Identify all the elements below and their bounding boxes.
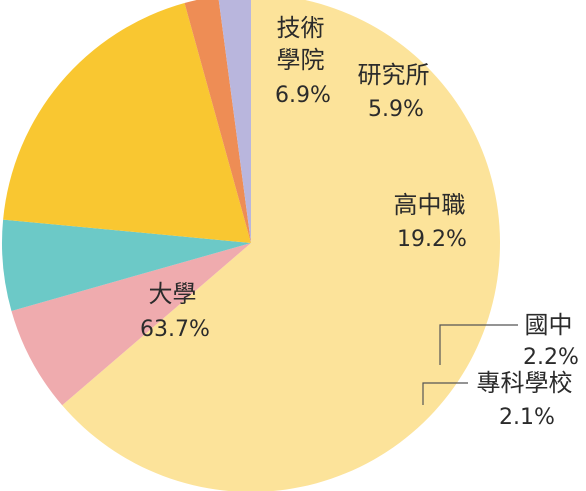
slice-label-junior-high: 國中 2.2% [523, 311, 579, 370]
slice-percent-university: 63.7% [140, 317, 210, 342]
pie-slice-university [62, 0, 500, 491]
slice-percent-graduate-school: 5.9% [368, 97, 424, 122]
pie-slice-junior-college [218, 0, 251, 243]
pie-slice-junior-high [184, 0, 251, 243]
pie-slice-graduate-school [2, 219, 251, 311]
slice-percent-tech-college: 6.9% [275, 83, 331, 108]
leader-line-junior-college [422, 382, 468, 405]
slice-label-tech-college: 技術 學院 6.9% [275, 14, 331, 108]
slice-name-graduate-school: 研究所 [357, 61, 429, 89]
slice-name-junior-college: 專科學校 [476, 369, 572, 397]
slice-name-high-school: 高中職 [393, 191, 465, 219]
slice-label-high-school: 高中職 19.2% [393, 191, 470, 252]
slice-percent-junior-college: 2.1% [499, 405, 555, 430]
slice-percent-junior-high: 2.2% [523, 345, 579, 370]
leader-line-junior-high [439, 324, 518, 365]
slice-label-junior-college: 專科學校 2.1% [476, 369, 577, 430]
slice-name-junior-high: 國中 [524, 311, 572, 339]
slice-name-tech-college-line2: 學院 [276, 46, 324, 74]
slice-name-university: 大學 [148, 280, 196, 308]
slice-label-graduate-school: 研究所 5.9% [357, 61, 434, 122]
slice-name-tech-college-line1: 技術 [276, 14, 324, 42]
slice-label-university: 大學 63.7% [140, 280, 210, 342]
pie-slice-tech-college [11, 243, 251, 406]
slice-percent-high-school: 19.2% [397, 227, 467, 252]
pie-slice-high-school [3, 3, 251, 244]
pie-slices [2, 0, 500, 491]
